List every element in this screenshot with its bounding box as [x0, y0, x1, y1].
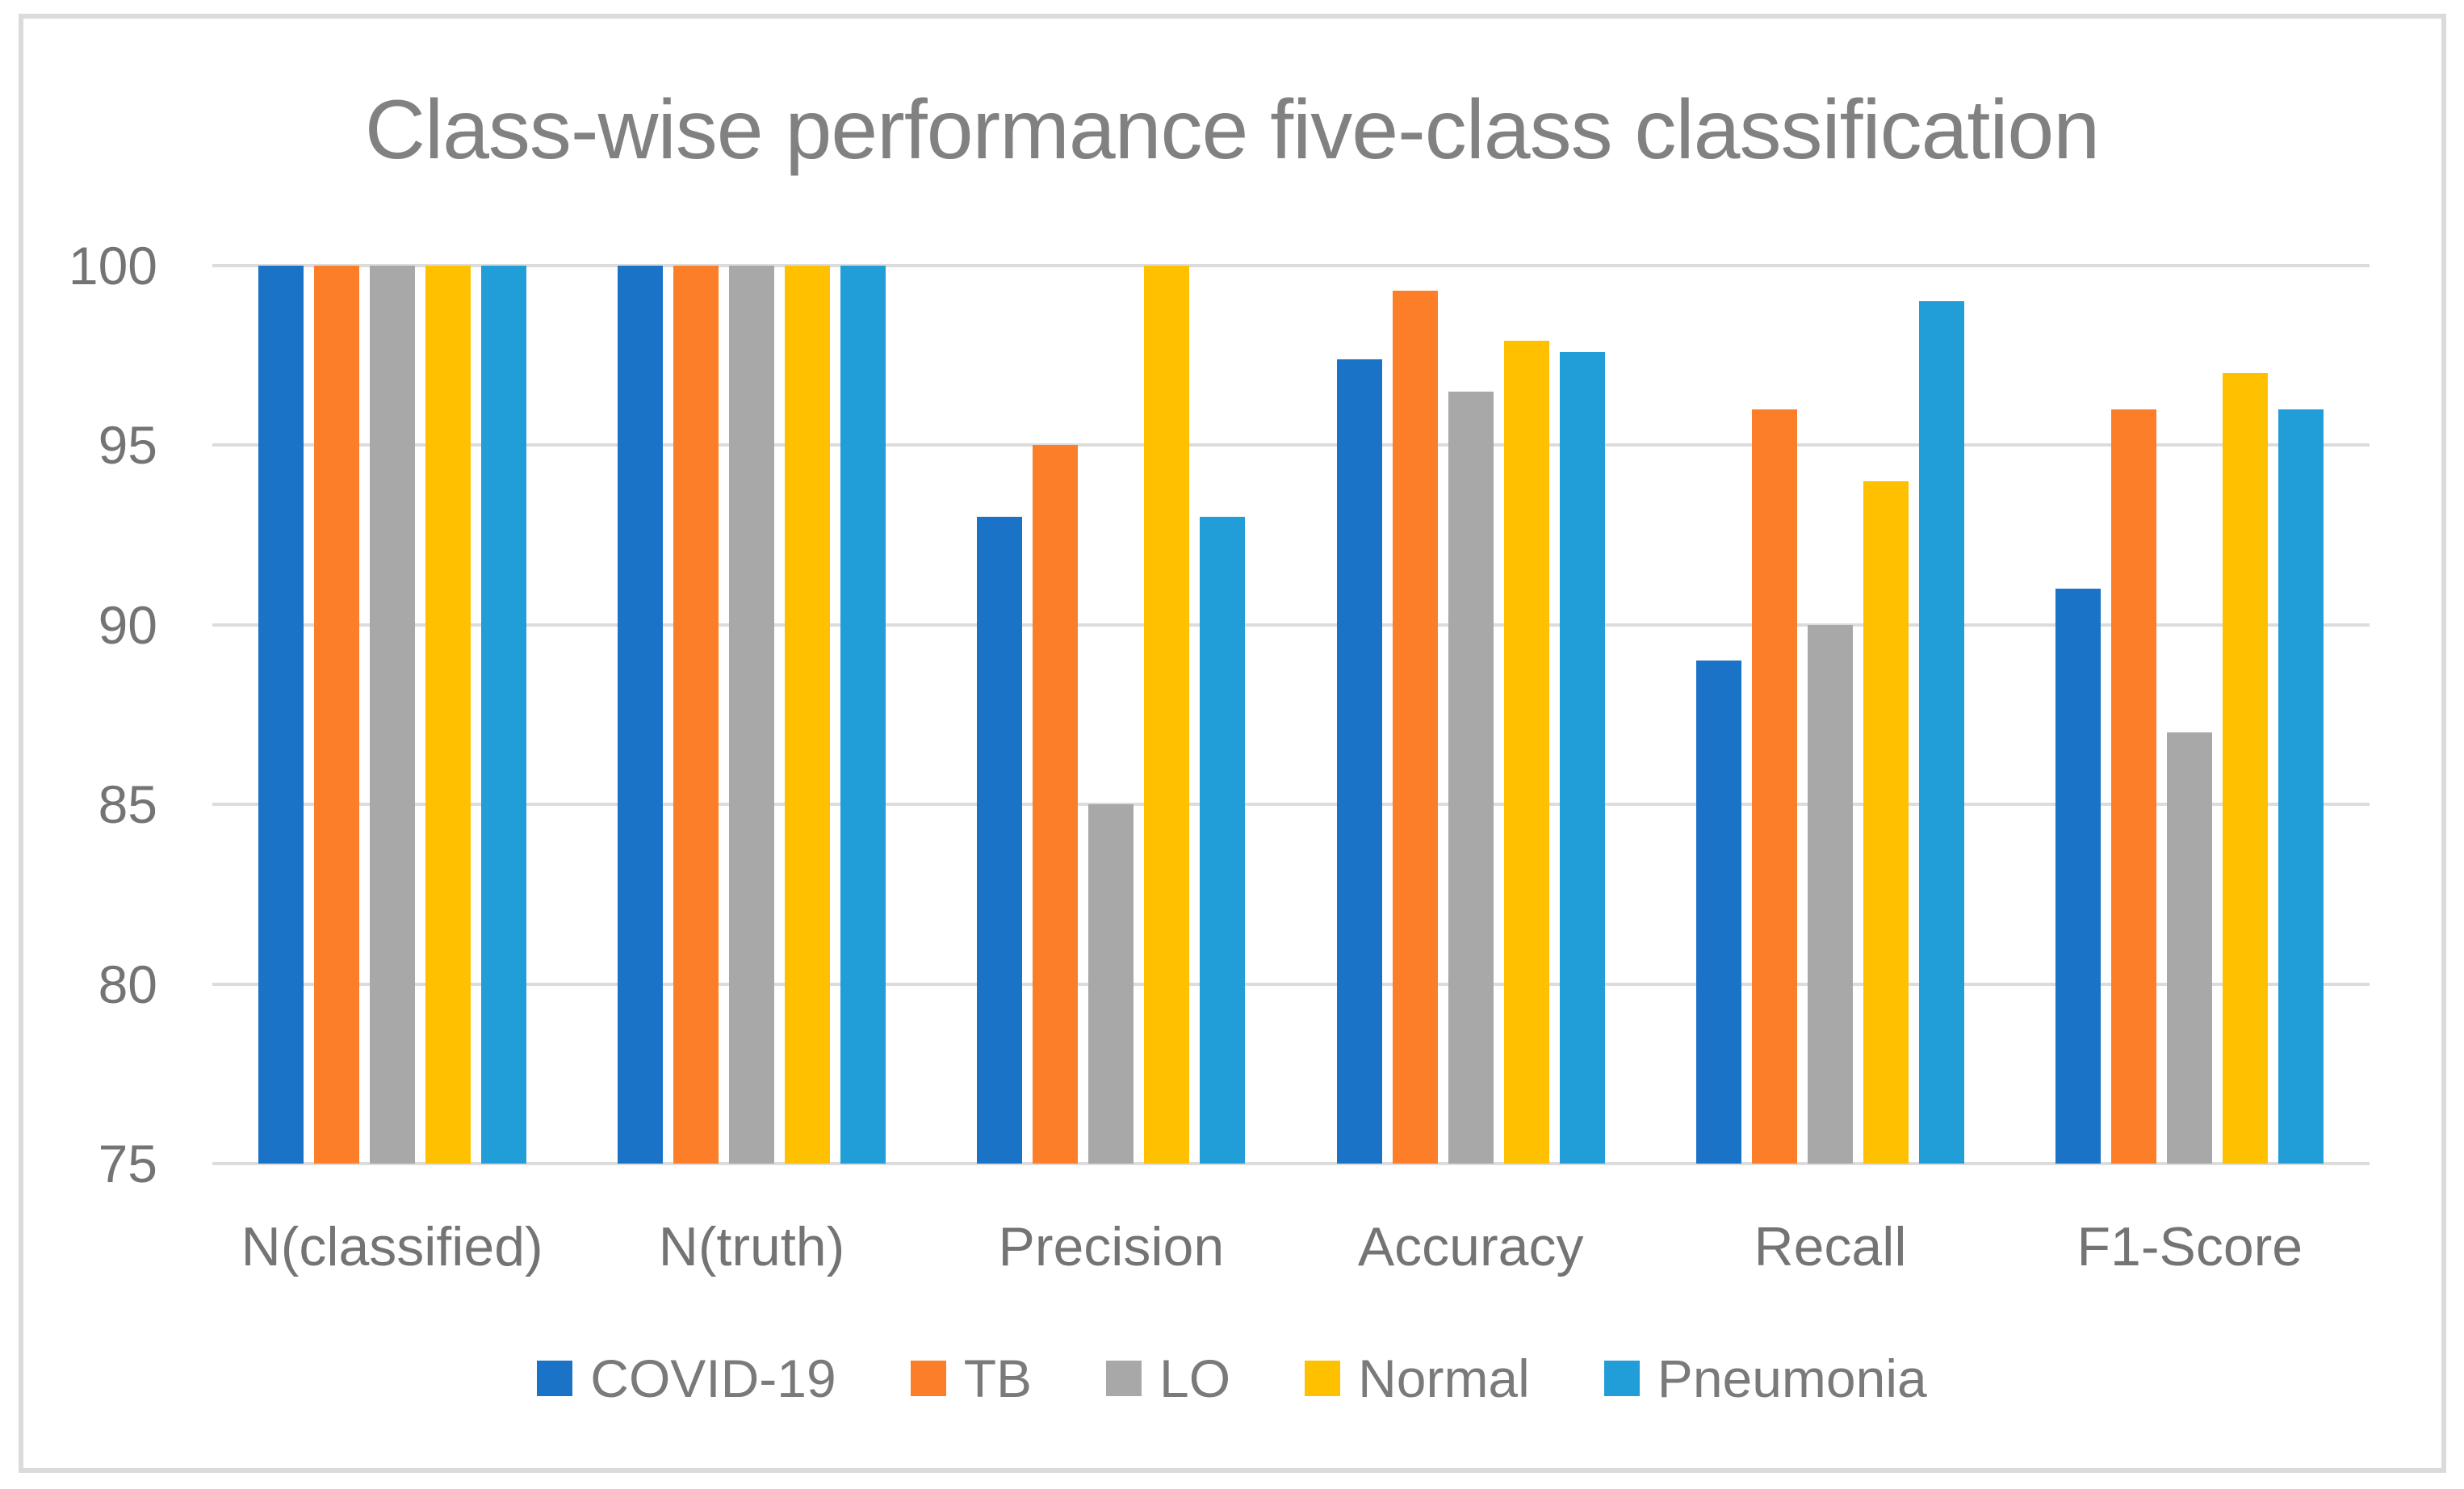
legend-label-lo: LO — [1159, 1348, 1231, 1408]
plot-area — [212, 264, 2370, 1165]
x-axis-label-n-truth: N(truth) — [658, 1216, 845, 1277]
legend-swatch-tb — [910, 1361, 946, 1396]
gridline-75 — [212, 1162, 2370, 1165]
bar-groups — [212, 266, 2370, 1164]
bar-covid-19-recall — [1695, 661, 1741, 1164]
gridline-80 — [212, 982, 2370, 986]
legend: COVID-19 TB LO Normal Pneumonia — [0, 1352, 2464, 1405]
bar-group-n-truth — [572, 266, 931, 1164]
bar-pneumonia-precision — [1200, 517, 1246, 1164]
bar-covid-19-n-truth — [617, 266, 663, 1164]
legend-swatch-lo — [1106, 1361, 1142, 1396]
y-tick-label-100: 100 — [68, 236, 157, 296]
y-tick-label-75: 75 — [98, 1134, 157, 1193]
bar-lo-n-classified — [369, 266, 415, 1164]
bar-covid-19-precision — [977, 517, 1023, 1164]
bar-covid-19-n-classified — [258, 266, 304, 1164]
legend-item-tb: TB — [910, 1348, 1033, 1408]
bar-normal-f1-score — [2223, 373, 2269, 1164]
gridline-95 — [212, 443, 2370, 447]
bar-tb-n-truth — [673, 266, 719, 1164]
bar-group-precision — [932, 266, 1291, 1164]
gridline-100 — [212, 264, 2370, 267]
bar-normal-recall — [1863, 480, 1909, 1164]
y-tick-label-80: 80 — [98, 954, 157, 1014]
bar-normal-n-truth — [784, 266, 830, 1164]
legend-label-normal: Normal — [1358, 1348, 1530, 1408]
legend-swatch-normal — [1305, 1361, 1341, 1396]
bar-pneumonia-accuracy — [1559, 351, 1605, 1164]
x-axis-labels: N(classified) N(truth) Precision Accuracy Re… — [212, 1214, 2370, 1281]
x-axis-label-accuracy: Accuracy — [1357, 1216, 1584, 1277]
legend-swatch-covid-19 — [537, 1361, 573, 1396]
legend-label-covid-19: COVID-19 — [590, 1348, 836, 1408]
bar-lo-n-truth — [728, 266, 774, 1164]
bar-normal-precision — [1144, 266, 1190, 1164]
legend-item-normal: Normal — [1305, 1352, 1530, 1405]
bar-tb-f1-score — [2111, 409, 2157, 1164]
legend-item-pneumonia: Pneumonia — [1603, 1348, 1927, 1408]
y-tick-label-85: 85 — [98, 774, 157, 835]
bar-tb-recall — [1751, 409, 1797, 1164]
bar-group-recall — [1650, 266, 2009, 1164]
bar-group-f1-score — [2010, 266, 2370, 1164]
bar-normal-n-classified — [425, 266, 471, 1164]
x-axis-label-n-classified: N(classified) — [241, 1216, 543, 1277]
bar-tb-n-classified — [313, 266, 359, 1164]
bar-group-accuracy — [1291, 266, 1650, 1164]
legend-item-covid-19: COVID-19 — [537, 1352, 836, 1405]
bar-normal-accuracy — [1503, 341, 1549, 1164]
bar-covid-19-accuracy — [1336, 359, 1382, 1164]
y-tick-label-90: 90 — [98, 594, 157, 655]
y-axis-ticks: 75 80 85 90 95 100 — [32, 239, 157, 1190]
legend-label-pneumonia: Pneumonia — [1657, 1348, 1927, 1408]
y-tick-label-95: 95 — [98, 415, 157, 476]
chart-title: Class-wise performance five-class classi… — [364, 83, 2100, 177]
bar-group-n-classified — [212, 266, 572, 1164]
x-axis-label-precision: Precision — [998, 1216, 1225, 1277]
bar-lo-accuracy — [1448, 391, 1494, 1164]
bar-tb-accuracy — [1392, 291, 1438, 1164]
bar-pneumonia-f1-score — [2278, 409, 2324, 1164]
bar-pneumonia-n-classified — [480, 266, 526, 1164]
bar-lo-f1-score — [2167, 732, 2213, 1164]
legend-label-tb: TB — [963, 1348, 1033, 1408]
bar-pneumonia-recall — [1918, 301, 1964, 1164]
bar-lo-precision — [1088, 804, 1134, 1164]
x-axis-label-recall: Recall — [1754, 1216, 1907, 1277]
legend-swatch-pneumonia — [1603, 1361, 1640, 1396]
bar-covid-19-f1-score — [2055, 589, 2102, 1164]
gridline-85 — [212, 803, 2370, 807]
bar-tb-precision — [1033, 445, 1079, 1164]
bar-pneumonia-n-truth — [840, 266, 886, 1164]
x-axis-label-f1-score: F1-Score — [2076, 1216, 2303, 1277]
bar-lo-recall — [1807, 624, 1853, 1164]
gridline-90 — [212, 623, 2370, 627]
legend-item-lo: LO — [1106, 1352, 1230, 1405]
